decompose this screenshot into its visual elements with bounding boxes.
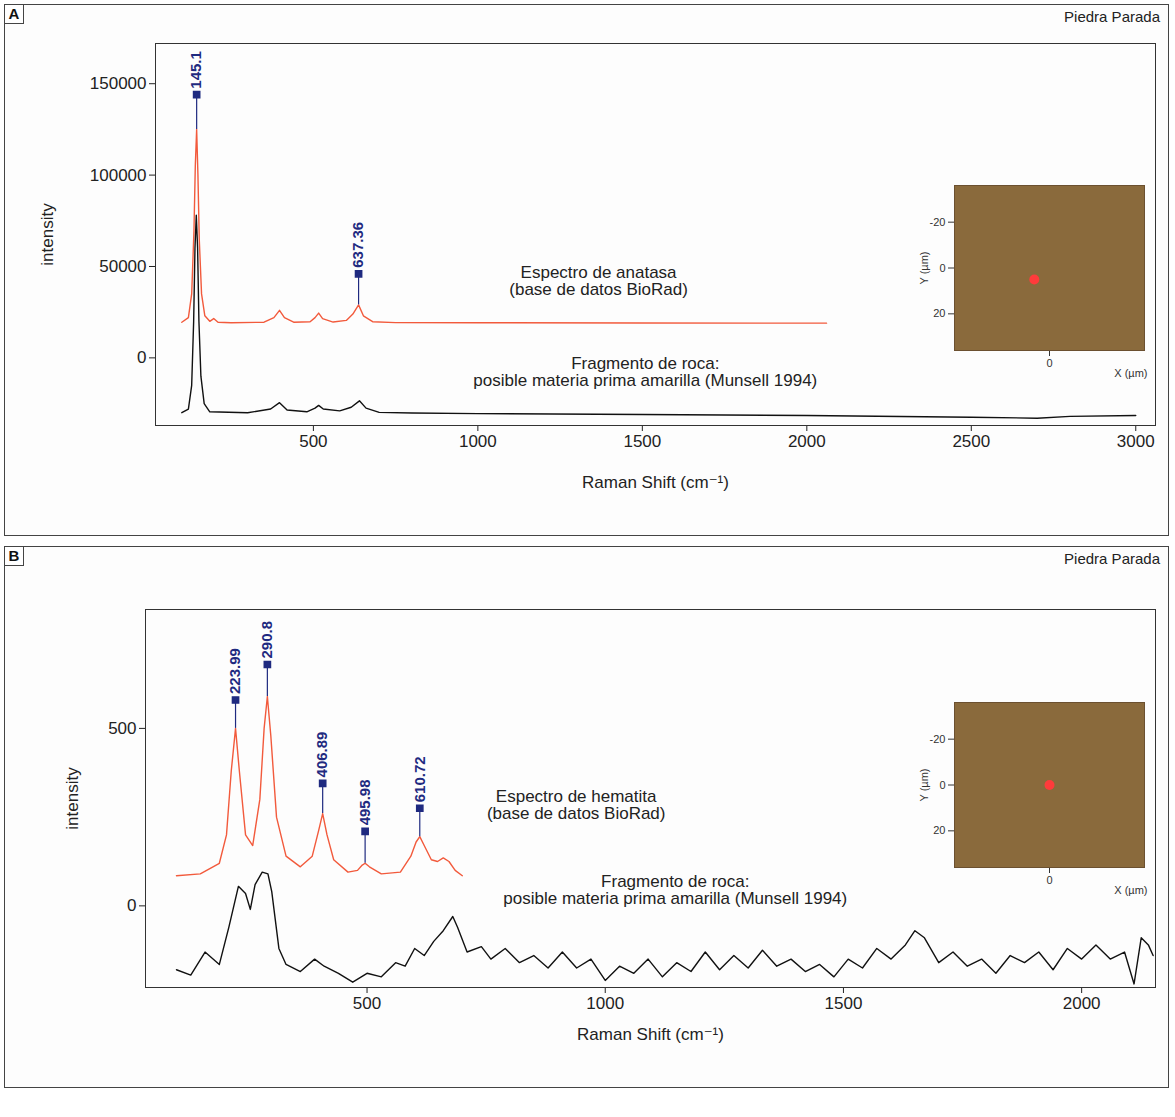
svg-text:X (µm): X (µm)	[1114, 884, 1147, 896]
svg-text:20: 20	[933, 824, 945, 836]
svg-text:145.1: 145.1	[187, 51, 204, 89]
svg-text:290.8: 290.8	[258, 621, 275, 659]
svg-text:1500: 1500	[623, 432, 661, 451]
svg-text:Raman Shift (cm⁻¹): Raman Shift (cm⁻¹)	[582, 473, 729, 492]
html-text:B: B	[8, 547, 20, 564]
svg-text:0: 0	[939, 779, 945, 791]
html-text:Piedra Parada: Piedra Parada	[1064, 550, 1160, 567]
svg-text:Y (µm): Y (µm)	[918, 768, 930, 801]
svg-text:1000: 1000	[586, 994, 624, 1013]
svg-text:Fragmento de roca:posible mate: Fragmento de roca:posible materia prima …	[503, 872, 847, 908]
html-text:A: A	[8, 5, 20, 22]
svg-text:0: 0	[939, 262, 945, 274]
svg-text:2000: 2000	[788, 432, 826, 451]
svg-text:100000: 100000	[90, 166, 147, 185]
svg-text:intensity: intensity	[38, 203, 57, 266]
svg-text:Fragmento de roca:posible mate: Fragmento de roca:posible materia prima …	[473, 354, 817, 390]
svg-text:0: 0	[127, 896, 136, 915]
svg-text:223.99: 223.99	[226, 648, 243, 694]
svg-text:637.36: 637.36	[349, 222, 366, 268]
svg-text:1500: 1500	[825, 994, 863, 1013]
svg-text:-20: -20	[930, 733, 946, 745]
svg-text:500: 500	[108, 719, 136, 738]
svg-text:2500: 2500	[952, 432, 990, 451]
svg-text:50000: 50000	[99, 257, 146, 276]
svg-text:Espectro de hematita(base de d: Espectro de hematita(base de datos BioRa…	[487, 787, 666, 823]
svg-text:Y (µm): Y (µm)	[918, 251, 930, 284]
svg-text:150000: 150000	[90, 74, 147, 93]
svg-text:intensity: intensity	[63, 767, 82, 830]
svg-text:-20: -20	[930, 216, 946, 228]
svg-text:0: 0	[1046, 874, 1052, 886]
svg-text:2000: 2000	[1063, 994, 1101, 1013]
svg-text:3000: 3000	[1117, 432, 1155, 451]
svg-text:X (µm): X (µm)	[1114, 367, 1147, 379]
svg-text:Raman Shift (cm⁻¹): Raman Shift (cm⁻¹)	[577, 1025, 724, 1044]
svg-text:610.72: 610.72	[411, 756, 428, 802]
svg-text:0: 0	[137, 348, 146, 367]
html-text:Piedra Parada: Piedra Parada	[1064, 8, 1160, 25]
svg-text:20: 20	[933, 307, 945, 319]
svg-text:495.98: 495.98	[356, 779, 373, 825]
svg-text:Espectro de anatasa(base de da: Espectro de anatasa(base de datos BioRad…	[509, 263, 688, 299]
svg-text:406.89: 406.89	[313, 732, 330, 778]
svg-text:0: 0	[1046, 357, 1052, 369]
svg-text:500: 500	[353, 994, 381, 1013]
svg-text:500: 500	[299, 432, 327, 451]
svg-text:1000: 1000	[459, 432, 497, 451]
